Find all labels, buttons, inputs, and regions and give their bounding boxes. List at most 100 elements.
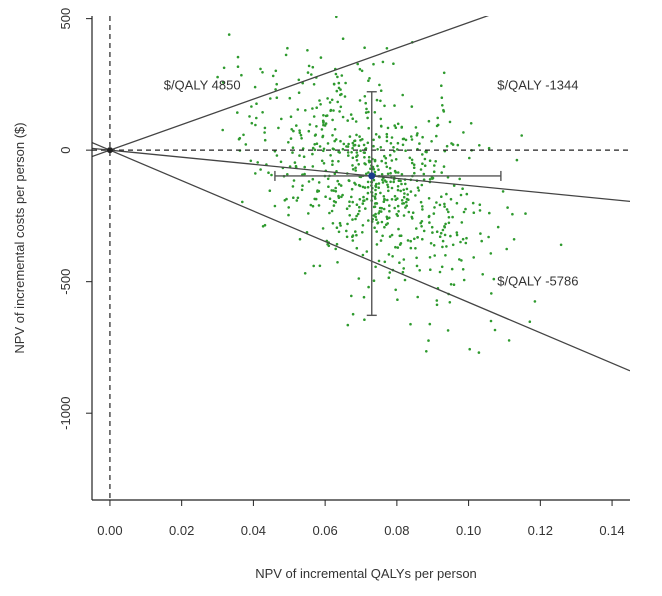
scatter-point [337, 86, 341, 90]
scatter-point [357, 144, 361, 147]
scatter-point [421, 237, 424, 241]
scatter-point [471, 201, 475, 205]
scatter-point [387, 189, 390, 193]
scatter-point [442, 165, 446, 168]
scatter-point [373, 202, 377, 205]
scatter-point [378, 83, 381, 87]
scatter-point [339, 88, 342, 91]
scatter-point [312, 83, 316, 86]
scatter-point [401, 93, 405, 97]
scatter-point [477, 351, 481, 354]
scatter-point [373, 195, 377, 199]
scatter-point [381, 234, 384, 238]
scatter-point [341, 115, 345, 119]
scatter-point [345, 229, 348, 233]
scatter-point [287, 206, 291, 209]
scatter-point [421, 205, 424, 208]
scatter-point [351, 156, 355, 160]
scatter-point [384, 156, 388, 160]
scatter-point [386, 183, 389, 187]
scatter-point [341, 193, 344, 197]
scatter-point [445, 245, 448, 248]
scatter-point [313, 134, 317, 137]
scatter-point [452, 283, 456, 287]
scatter-point [396, 122, 400, 126]
scatter-point [270, 173, 273, 177]
scatter-point [363, 162, 366, 165]
scatter-point [360, 69, 364, 73]
scatter-point [295, 124, 298, 127]
scatter-point [351, 168, 355, 171]
scatter-point [394, 198, 398, 201]
scatter-point [404, 138, 408, 142]
scatter-point [227, 4, 230, 7]
y-tick-label: 500 [58, 8, 73, 30]
scatter-point [333, 128, 337, 131]
scatter-point [309, 203, 313, 207]
scatter-point [316, 190, 319, 193]
x-tick-label: 0.02 [169, 523, 194, 538]
scatter-point [373, 170, 377, 174]
scatter-point [380, 173, 384, 176]
scatter-point [342, 142, 346, 146]
icer-label: $/QALY -5786 [497, 274, 578, 289]
scatter-point [310, 73, 313, 76]
scatter-point [346, 151, 350, 154]
scatter-point [292, 129, 295, 133]
scatter-point [402, 188, 406, 192]
scatter-point [348, 200, 351, 203]
scatter-point [333, 139, 337, 143]
scatter-point [386, 185, 390, 189]
scatter-point [410, 135, 413, 138]
scatter-point [506, 206, 509, 209]
scatter-point [355, 133, 358, 137]
scatter-point [274, 88, 277, 91]
scatter-point [351, 239, 355, 242]
scatter-point [386, 126, 390, 130]
scatter-point [271, 74, 275, 78]
scatter-point [372, 178, 376, 182]
scatter-point [354, 120, 358, 123]
scatter-point [479, 232, 482, 235]
scatter-point [222, 66, 226, 70]
scatter-point [339, 139, 342, 143]
scatter-point [396, 185, 400, 188]
scatter-point [375, 243, 379, 246]
scatter-point [383, 260, 387, 264]
scatter-point [336, 179, 340, 183]
scatter-point [461, 268, 465, 271]
scatter-point [336, 261, 339, 264]
scatter-point [390, 159, 394, 162]
scatter-point [449, 283, 453, 286]
scatter-point [386, 198, 389, 202]
scatter-point [263, 126, 267, 130]
scatter-point [263, 138, 267, 142]
scatter-point [337, 160, 340, 163]
scatter-point [354, 230, 357, 233]
scatter-point [387, 253, 391, 256]
scatter-point [332, 189, 335, 192]
scatter-point [381, 60, 385, 64]
scatter-point [317, 181, 321, 184]
scatter-point [335, 242, 339, 246]
scatter-point [332, 109, 335, 112]
scatter-point [421, 153, 424, 156]
scatter-point [363, 156, 366, 159]
scatter-point [216, 75, 219, 79]
scatter-point [330, 189, 334, 192]
scatter-point [296, 196, 300, 200]
scatter-point [380, 159, 384, 163]
scatter-point [288, 96, 292, 100]
scatter-point [435, 299, 439, 302]
scatter-point [347, 179, 351, 182]
scatter-point [318, 264, 322, 268]
scatter-point [298, 131, 302, 135]
scatter-point [489, 319, 493, 323]
scatter-point [432, 212, 436, 215]
scatter-point [354, 217, 357, 221]
scatter-point [344, 81, 347, 85]
scatter-point [288, 165, 292, 168]
scatter-point [339, 184, 343, 187]
scatter-point [383, 197, 386, 201]
scatter-point [388, 153, 392, 157]
